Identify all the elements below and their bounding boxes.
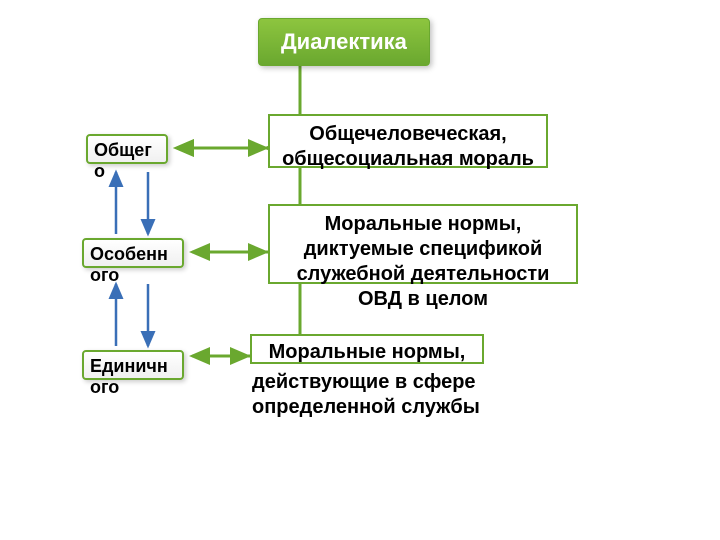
left-box-1: Общего xyxy=(86,134,168,164)
title-box: Диалектика xyxy=(258,18,430,66)
title-label: Диалектика xyxy=(281,29,407,55)
left-box-3: Единичного xyxy=(82,350,184,380)
right-3-box-label: Моральные нормы, xyxy=(269,340,466,365)
right-2-label: Моральные нормы, диктуемые спецификой сл… xyxy=(280,212,566,312)
right-box-1: Общечеловеческая, общесоциальная мораль xyxy=(268,114,548,168)
right-box-3-rest: действующие в сфере определенной службы xyxy=(252,370,512,420)
left-box-2: Особенного xyxy=(82,238,184,268)
right-box-3: Моральные нормы, xyxy=(250,334,484,364)
right-1-label: Общечеловеческая, общесоциальная мораль xyxy=(280,122,536,172)
right-3-rest-label: действующие в сфере определенной службы xyxy=(252,371,480,418)
right-box-2: Моральные нормы, диктуемые спецификой сл… xyxy=(268,204,578,284)
left-3-label: Единичного xyxy=(90,356,176,397)
left-2-label: Особенного xyxy=(90,244,176,285)
left-1-label: Общего xyxy=(94,140,160,181)
